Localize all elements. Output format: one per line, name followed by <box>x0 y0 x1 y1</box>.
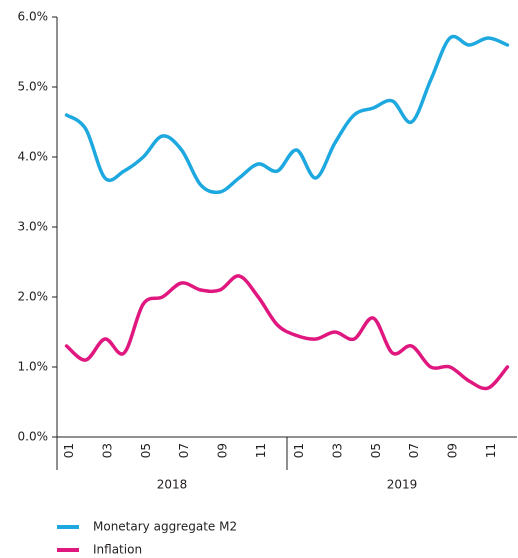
y-tick-label: 2.0% <box>18 290 49 304</box>
x-tick-label: 09 <box>215 443 229 458</box>
y-tick-label: 1.0% <box>18 360 49 374</box>
y-tick-label: 5.0% <box>18 80 49 94</box>
x-group-label: 2018 <box>157 478 188 492</box>
series-line <box>64 274 510 391</box>
legend-label: Inflation <box>93 543 142 557</box>
y-tick-label: 0.0% <box>18 430 49 444</box>
x-tick-label: 05 <box>139 443 153 458</box>
x-tick-label: 03 <box>330 443 344 458</box>
legend-label: Monetary aggregate M2 <box>93 520 237 534</box>
x-tick-label: 03 <box>100 443 114 458</box>
x-tick-label: 11 <box>484 443 498 458</box>
x-tick-label: 09 <box>445 443 459 458</box>
x-tick-label: 01 <box>292 443 306 458</box>
y-tick-label: 4.0% <box>18 150 49 164</box>
y-tick-label: 6.0% <box>18 10 49 24</box>
x-tick-label: 07 <box>407 443 421 458</box>
x-tick-label: 05 <box>369 443 383 458</box>
y-tick-label: 3.0% <box>18 220 49 234</box>
x-group-label: 2019 <box>387 478 418 492</box>
x-tick-label: 07 <box>177 443 191 458</box>
x-tick-label: 01 <box>62 443 76 458</box>
x-tick-label: 11 <box>254 443 268 458</box>
series-line <box>64 34 510 195</box>
